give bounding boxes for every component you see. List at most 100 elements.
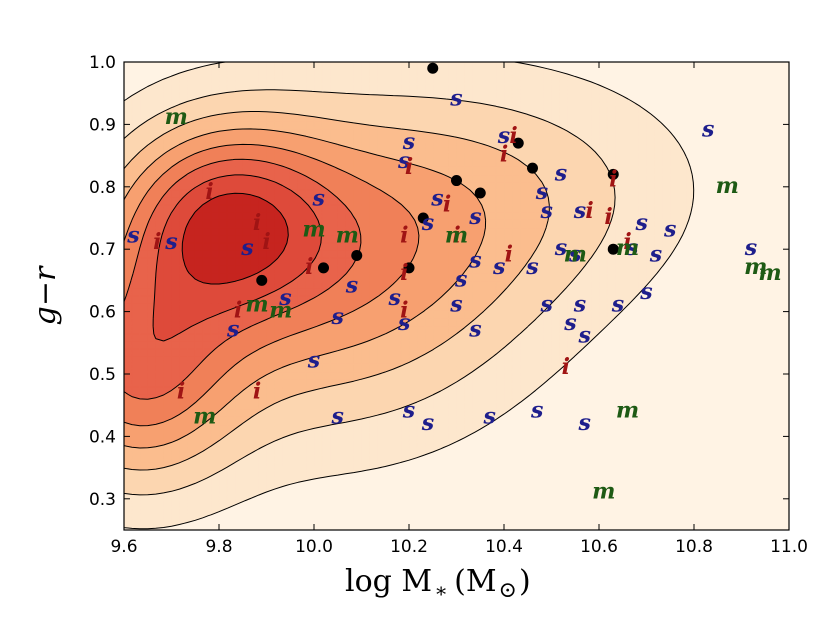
data-point-i: i [585, 198, 593, 224]
data-point-s: s [468, 248, 481, 274]
contour-line [181, 192, 289, 285]
x-tick-label: 10.0 [295, 537, 333, 557]
data-point-s: s [497, 123, 510, 149]
data-point-m: m [564, 241, 587, 267]
data-point-s: s [454, 266, 467, 292]
data-point-m: m [758, 260, 781, 286]
data-point-dot [427, 62, 439, 74]
x-tick-label: 10.6 [580, 537, 618, 557]
data-point-s: s [388, 285, 401, 311]
data-point-s: s [611, 291, 624, 317]
y-tick-label: 0.8 [89, 178, 116, 198]
data-point-s: s [421, 210, 434, 236]
data-point-dot [607, 243, 619, 255]
sun-symbol: ⊙ [499, 578, 517, 603]
data-point-s: s [625, 235, 638, 261]
data-point-s: s [402, 397, 415, 423]
y-axis: 0.3 0.4 0.5 0.6 0.7 0.8 0.9 1.0 [89, 53, 789, 510]
data-point-m: m [592, 479, 615, 505]
data-point-dot [474, 187, 486, 199]
data-point-dot [417, 212, 429, 224]
contour-line [124, 143, 420, 427]
data-point-i: i [177, 379, 185, 405]
data-point-dot [403, 262, 415, 274]
data-point-s: s [578, 410, 591, 436]
data-point-s: s [164, 229, 177, 255]
data-point-s: s [240, 235, 253, 261]
data-point-i: i [562, 354, 570, 380]
data-point-s: s [525, 254, 538, 280]
data-point-s: s [331, 404, 344, 430]
data-point-s: s [468, 204, 481, 230]
y-axis-label: g−r [28, 265, 63, 325]
data-point-dot [607, 168, 619, 180]
data-point-s: s [744, 235, 757, 261]
data-point-i: i [153, 229, 161, 255]
data-point-m: m [744, 254, 767, 280]
data-point-i: i [400, 298, 408, 324]
data-point-s: s [663, 216, 676, 242]
data-point-m: m [616, 235, 639, 261]
data-point-s: s [554, 160, 567, 186]
data-point-m: m [616, 397, 639, 423]
data-point-s: s [402, 129, 415, 155]
data-point-s: s [307, 348, 320, 374]
data-point-s: s [278, 285, 291, 311]
y-tick-label: 0.5 [89, 365, 116, 385]
data-point-i: i [205, 179, 213, 205]
data-point-i: i [253, 210, 261, 236]
data-point-s: s [530, 397, 543, 423]
data-point-i: i [400, 223, 408, 249]
data-point-s: s [578, 323, 591, 349]
x-axis-label: log M * (M⊙) [345, 564, 531, 606]
data-point-s: s [397, 148, 410, 174]
data-point-i: i [509, 123, 517, 149]
contour-line [124, 62, 695, 530]
data-point-i: i [443, 192, 451, 218]
data-point-s: s [573, 198, 586, 224]
data-point-m: m [165, 104, 188, 130]
contour-line [124, 158, 362, 400]
data-point-s: s [573, 291, 586, 317]
data-point-dot [318, 262, 329, 274]
data-point-i: i [500, 142, 508, 168]
data-point-s: s [449, 291, 462, 317]
data-point-s: s [554, 235, 567, 261]
x-tick-label: 9.6 [110, 537, 137, 557]
contour-line [124, 111, 550, 471]
data-point-s: s [312, 185, 325, 211]
data-point-dot [527, 162, 538, 174]
data-point-i: i [262, 229, 270, 255]
data-point-i: i [405, 154, 413, 180]
y-tick-label: 0.3 [89, 490, 116, 510]
data-point-m: m [716, 173, 739, 199]
data-point-s: s [345, 273, 358, 299]
data-point-s: s [563, 310, 576, 336]
data-point-i: i [400, 260, 408, 286]
data-point-dot [351, 249, 363, 261]
data-point-m: m [193, 404, 216, 430]
data-point-s: s [331, 304, 344, 330]
data-point-s: s [535, 179, 548, 205]
data-point-dot [256, 274, 268, 286]
data-point-i: i [305, 254, 313, 280]
y-tick-label: 0.9 [89, 115, 116, 135]
data-point-i: i [234, 298, 242, 324]
data-point-s: s [701, 117, 714, 143]
data-point-s: s [649, 241, 662, 267]
data-point-s: s [397, 310, 410, 336]
data-point-m: m [302, 216, 325, 242]
data-point-i: i [623, 229, 631, 255]
x-tick-label: 10.8 [675, 537, 713, 557]
data-point-i: i [604, 204, 612, 230]
data-point-s: s [483, 404, 496, 430]
x-tick-label: 10.4 [485, 537, 523, 557]
density-contours [124, 62, 789, 530]
data-point-s: s [568, 241, 581, 267]
data-point-i: i [609, 167, 617, 193]
data-point-s: s [430, 185, 443, 211]
contour-band [181, 192, 289, 285]
contour-line [124, 89, 616, 496]
